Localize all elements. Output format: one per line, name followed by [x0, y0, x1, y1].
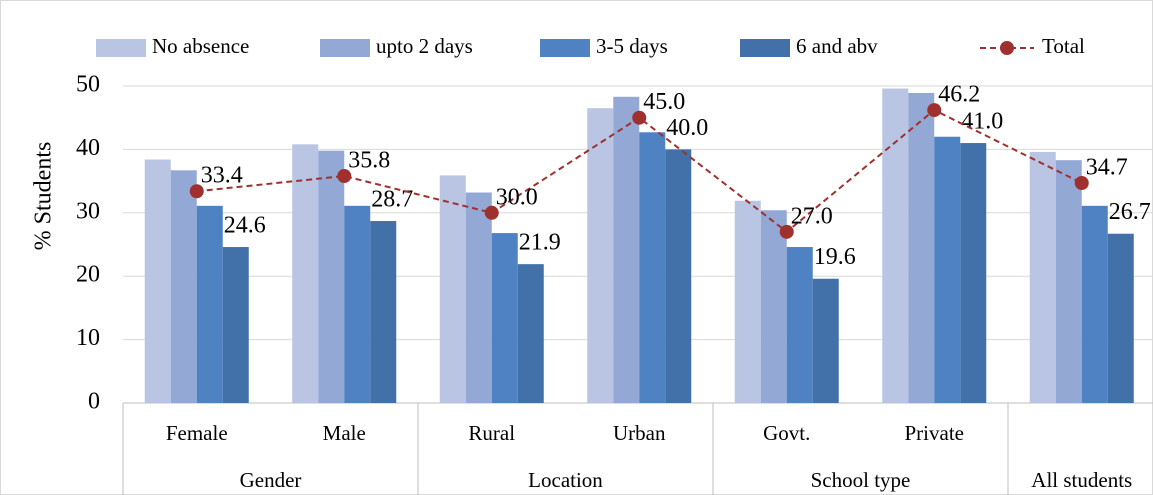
bar — [1055, 160, 1082, 403]
bar — [908, 92, 935, 403]
data-label: 33.4 — [201, 163, 243, 189]
legend-swatch — [96, 39, 146, 57]
bar — [439, 175, 466, 403]
legend-label: 3-5 days — [596, 34, 668, 58]
bar — [344, 205, 371, 403]
data-label: 27.0 — [791, 203, 833, 229]
bar — [370, 221, 397, 403]
legend-swatch — [740, 39, 790, 57]
bar — [318, 150, 345, 403]
legend-swatch — [540, 39, 590, 57]
y-tick-label: 30 — [76, 198, 100, 224]
legend-label: No absence — [152, 34, 249, 58]
bar — [1081, 205, 1108, 403]
line-marker — [1074, 176, 1089, 191]
bar — [760, 210, 787, 403]
legend-label: Total — [1042, 34, 1085, 58]
bar — [786, 247, 813, 403]
data-label: 24.6 — [224, 213, 266, 239]
line-marker — [779, 224, 794, 239]
y-tick-label: 0 — [88, 389, 100, 415]
bar — [1029, 151, 1056, 403]
x-tick-label: Urban — [613, 421, 666, 445]
bar — [960, 143, 987, 403]
bar — [882, 88, 909, 403]
bar — [812, 278, 839, 403]
data-label: 19.6 — [814, 244, 856, 270]
bar — [517, 264, 544, 403]
legend-swatch — [320, 39, 370, 57]
y-tick-label: 20 — [76, 262, 100, 288]
bar — [665, 149, 692, 403]
data-label: 41.0 — [961, 109, 1003, 135]
data-label: 28.7 — [371, 187, 413, 213]
y-tick-label: 40 — [76, 135, 100, 161]
line-marker — [927, 103, 942, 118]
legend-label: upto 2 days — [376, 34, 473, 58]
bar — [465, 192, 492, 403]
bar — [196, 205, 223, 403]
bar — [491, 233, 518, 403]
data-label: 45.0 — [643, 89, 685, 115]
group-label: Gender — [240, 468, 302, 492]
group-label: All students — [1031, 468, 1132, 492]
x-tick-label: Rural — [468, 421, 515, 445]
data-label: 46.2 — [938, 82, 980, 108]
y-tick-label: 50 — [76, 72, 100, 98]
legend-marker — [1000, 41, 1014, 55]
bar — [144, 159, 171, 403]
group-label: Location — [528, 468, 603, 492]
x-tick-label: Govt. — [763, 421, 810, 445]
bar — [639, 132, 666, 404]
data-label: 40.0 — [666, 115, 708, 141]
y-tick-label: 10 — [76, 325, 100, 351]
data-label: 34.7 — [1086, 155, 1128, 181]
data-label: 30.0 — [496, 184, 538, 210]
data-label: 26.7 — [1109, 199, 1151, 225]
y-axis-title: % Students — [31, 142, 57, 251]
x-tick-label: Female — [166, 421, 228, 445]
bar — [613, 96, 640, 403]
data-label: 35.8 — [348, 148, 390, 174]
bar — [170, 170, 197, 403]
bar — [222, 247, 249, 403]
bar — [292, 144, 319, 403]
line-marker — [632, 110, 647, 125]
bar — [587, 108, 614, 403]
data-label: 21.9 — [519, 230, 561, 256]
group-label: School type — [811, 468, 911, 492]
bar — [734, 200, 761, 403]
legend-label: 6 and abv — [796, 34, 878, 58]
bar — [1107, 233, 1134, 403]
x-tick-label: Male — [323, 421, 366, 445]
bar — [934, 136, 961, 403]
x-tick-label: Private — [905, 421, 964, 445]
line-marker — [484, 205, 499, 220]
line-marker — [189, 184, 204, 199]
line-marker — [337, 169, 352, 184]
